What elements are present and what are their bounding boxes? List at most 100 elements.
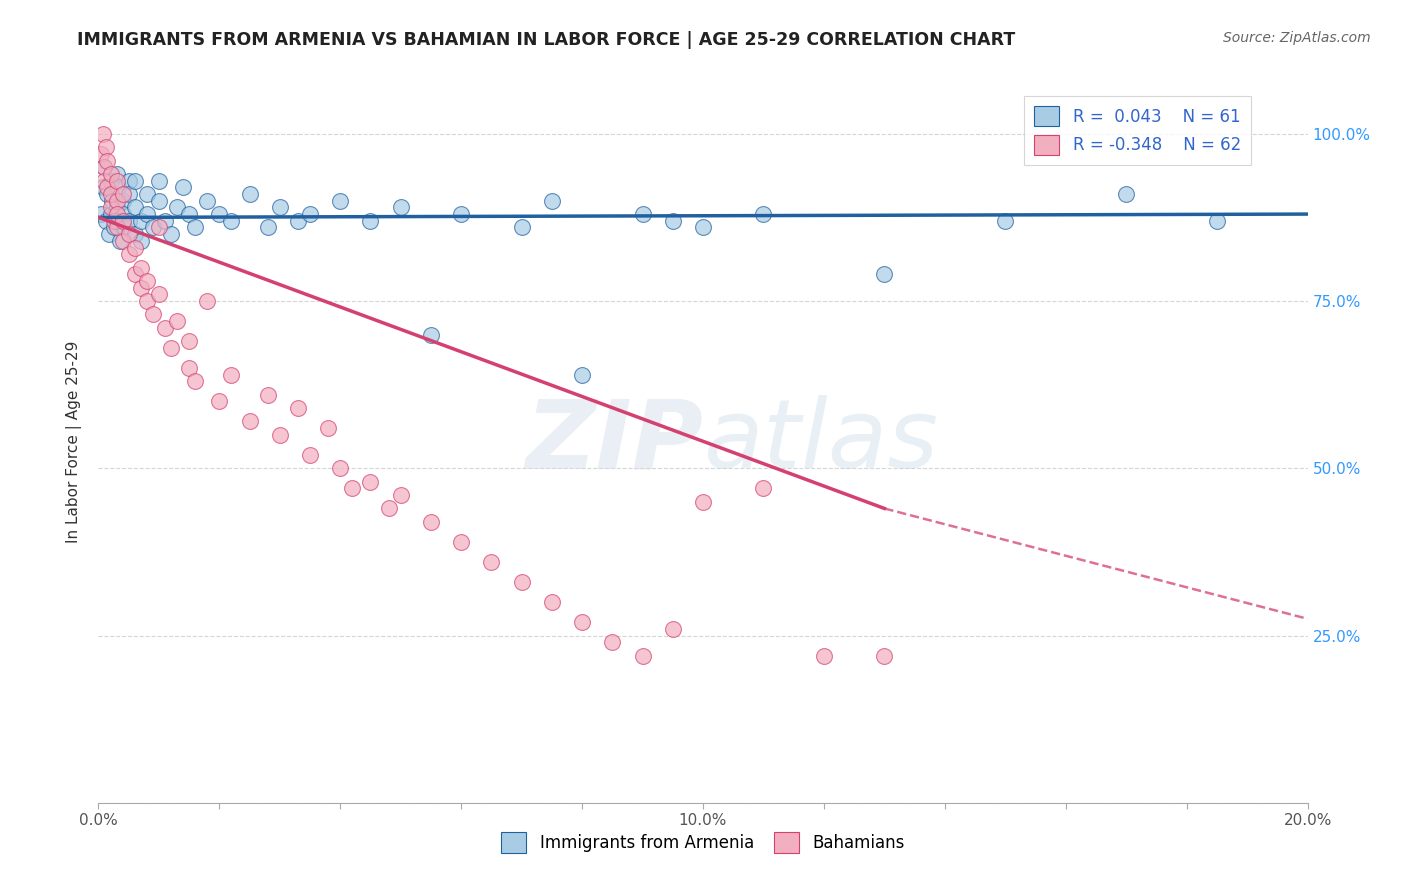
Point [111,234,134,248]
Point [148,220,170,235]
Point [994,214,1017,228]
Point [221,368,243,382]
Point [124,227,146,242]
Point [360,214,382,228]
Point [124,201,146,215]
Point [329,461,352,475]
Point [1206,214,1229,228]
Point [111,194,134,208]
Point [118,227,141,242]
Point [135,187,157,202]
Point [166,201,188,215]
Point [90,147,112,161]
Point [179,361,201,376]
Point [105,207,128,221]
Point [661,622,683,636]
Point [287,401,309,416]
Text: Source: ZipAtlas.com: Source: ZipAtlas.com [1223,31,1371,45]
Point [100,207,122,221]
Legend: Immigrants from Armenia, Bahamians: Immigrants from Armenia, Bahamians [495,826,911,860]
Point [571,615,593,630]
Point [135,294,157,309]
Point [752,207,775,221]
Point [299,207,322,221]
Point [105,173,128,188]
Point [360,475,382,489]
Point [377,501,399,516]
Point [166,314,188,328]
Point [1115,187,1137,202]
Point [540,595,562,609]
Point [111,187,134,202]
Point [481,555,503,569]
Point [389,488,412,502]
Point [316,421,339,435]
Text: IMMIGRANTS FROM ARMENIA VS BAHAMIAN IN LABOR FORCE | AGE 25-29 CORRELATION CHART: IMMIGRANTS FROM ARMENIA VS BAHAMIAN IN L… [77,31,1015,49]
Point [299,448,322,462]
Point [239,414,262,429]
Point [96,153,118,168]
Point [148,194,170,208]
Point [179,207,201,221]
Point [873,648,896,663]
Point [129,234,152,248]
Point [661,214,683,228]
Point [105,194,128,208]
Point [118,247,141,261]
Point [602,635,624,649]
Point [160,227,183,242]
Point [124,173,146,188]
Point [752,482,775,496]
Point [124,241,146,255]
Point [111,214,134,228]
Point [389,201,412,215]
Point [93,161,115,175]
Point [631,207,654,221]
Point [692,494,714,508]
Point [153,214,176,228]
Point [103,214,125,228]
Point [420,515,443,529]
Point [813,648,835,663]
Point [96,187,118,202]
Point [179,334,201,349]
Point [510,220,533,235]
Point [329,194,352,208]
Point [148,287,170,301]
Point [135,274,157,288]
Point [118,187,141,202]
Point [107,180,129,194]
Point [142,220,165,235]
Point [135,207,157,221]
Point [221,214,243,228]
Point [111,207,134,221]
Point [184,375,207,389]
Point [105,201,128,215]
Point [256,220,278,235]
Point [100,167,122,181]
Point [103,220,125,235]
Point [94,140,117,154]
Point [105,214,128,228]
Point [184,220,207,235]
Point [195,294,218,309]
Point [153,321,176,335]
Point [540,194,562,208]
Y-axis label: In Labor Force | Age 25-29: In Labor Force | Age 25-29 [66,341,83,542]
Point [160,341,183,355]
Point [93,161,115,175]
Point [100,201,122,215]
Point [124,268,146,282]
Point [450,207,472,221]
Point [873,268,896,282]
Point [195,194,218,208]
Point [108,234,131,248]
Text: atlas: atlas [703,395,938,488]
Point [631,648,654,663]
Point [342,482,364,496]
Text: ZIP: ZIP [524,395,703,488]
Point [692,220,714,235]
Point [256,387,278,401]
Point [571,368,593,382]
Point [129,260,152,275]
